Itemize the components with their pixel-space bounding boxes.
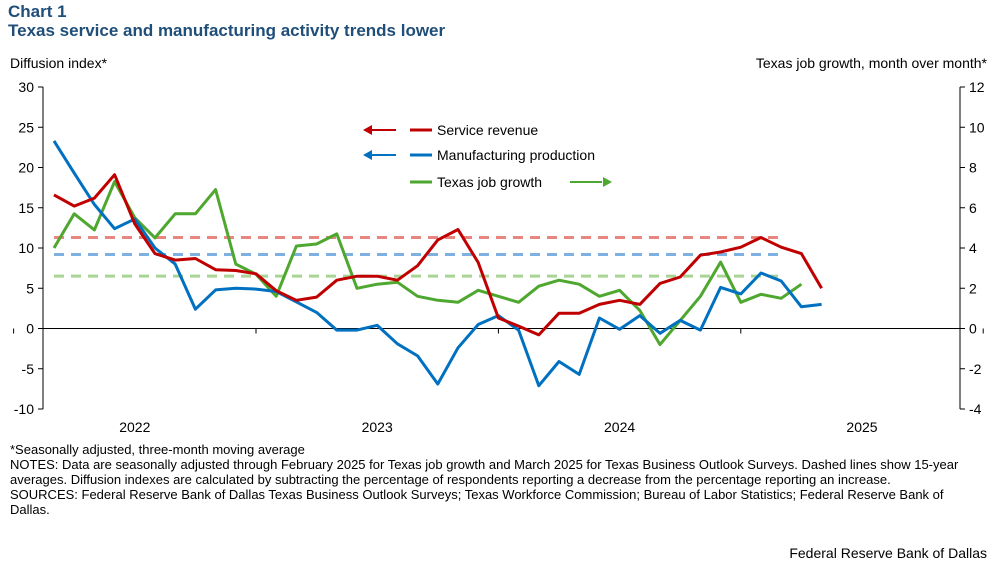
- x-tick-label: 2022: [119, 419, 150, 435]
- left-tick-label: 20: [18, 160, 34, 176]
- right-tick-label: 0: [969, 321, 977, 337]
- right-tick-label: 8: [969, 160, 977, 176]
- x-tick-label: 2024: [604, 419, 635, 435]
- legend-label: Texas job growth: [437, 174, 542, 190]
- legend-label: Service revenue: [437, 122, 538, 138]
- x-tick-label: 2023: [362, 419, 393, 435]
- right-tick-label: 6: [969, 200, 977, 216]
- left-tick-label: -10: [14, 401, 34, 417]
- left-tick-label: 30: [18, 79, 34, 95]
- right-tick-label: 2: [969, 280, 977, 296]
- series-lines: [52, 140, 823, 388]
- series-line: [53, 173, 823, 337]
- right-tick-label: -2: [969, 361, 982, 377]
- source-credit: Federal Reserve Bank of Dallas: [789, 545, 987, 561]
- footnote-seasonal: *Seasonally adjusted, three-month moving…: [10, 442, 305, 457]
- left-tick-label: 25: [18, 119, 34, 135]
- legend-arrow-head: [363, 125, 372, 135]
- chart-title: Texas service and manufacturing activity…: [8, 21, 446, 40]
- left-tick-label: 10: [18, 240, 34, 256]
- legend: Service revenue Manufacturing production T…: [363, 122, 612, 190]
- left-tick-label: -5: [22, 361, 35, 377]
- right-axis-title: Texas job growth, month over month*: [755, 55, 987, 71]
- x-tick-label: 2025: [846, 419, 877, 435]
- footnote-sources: SOURCES: Federal Reserve Bank of Dallas …: [10, 487, 944, 517]
- legend-label: Manufacturing production: [437, 147, 595, 163]
- series-line: [52, 140, 822, 388]
- right-tick-label: 10: [969, 119, 985, 135]
- series-line: [52, 180, 803, 347]
- right-tick-label: -4: [969, 401, 982, 417]
- footnote-notes: NOTES: Data are seasonally adjusted thro…: [10, 457, 959, 487]
- legend-arrow-head: [363, 150, 372, 160]
- legend-arrow-head: [603, 177, 612, 187]
- left-tick-label: 15: [18, 200, 34, 216]
- average-lines: [54, 236, 778, 278]
- right-tick-label: 12: [969, 79, 985, 95]
- left-tick-label: 0: [26, 321, 34, 337]
- right-tick-label: 4: [969, 240, 977, 256]
- footnotes: *Seasonally adjusted, three-month moving…: [10, 442, 985, 517]
- left-axis-title: Diffusion index*: [10, 55, 108, 71]
- chart-label: Chart 1: [8, 2, 67, 21]
- left-tick-label: 5: [26, 280, 34, 296]
